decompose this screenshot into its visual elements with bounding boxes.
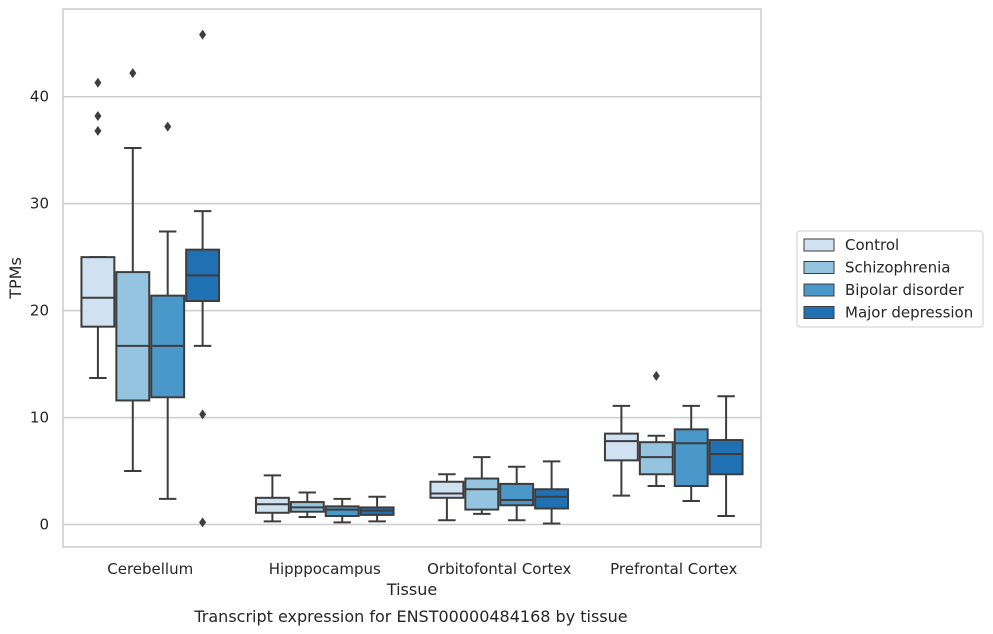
outlier-marker: [199, 29, 207, 40]
plot-frame: [62, 8, 762, 548]
x-tick-label: Hipppocampus: [269, 560, 381, 578]
box-bipolar-disorder: [673, 404, 709, 503]
iqr-box: [673, 428, 709, 488]
legend-swatch: [803, 238, 835, 252]
iqr-box: [80, 256, 116, 328]
box-major-depression: [534, 460, 570, 525]
box-major-depression: [359, 495, 395, 523]
y-axis-label: TPMs: [6, 257, 25, 300]
iqr-box: [603, 432, 639, 462]
y-tick-label: 30: [30, 195, 49, 213]
outlier-marker: [652, 370, 660, 381]
y-tick-label: 40: [30, 88, 49, 106]
outlier-marker: [129, 68, 137, 79]
legend-label: Schizophrenia: [845, 259, 950, 277]
legend-label: Bipolar disorder: [845, 281, 965, 299]
legend-label: Control: [845, 236, 899, 254]
box-schizophrenia: [464, 456, 500, 515]
x-tick-label: Prefrontal Cortex: [610, 560, 737, 578]
legend: Control Schizophrenia Bipolar disorder Majo…: [796, 230, 984, 328]
box-bipolar-disorder: [324, 497, 360, 524]
iqr-box: [708, 439, 744, 476]
y-axis-ticks: 0 10 20 30 40: [30, 88, 49, 534]
box-schizophrenia: [115, 68, 151, 473]
outlier-marker: [199, 409, 207, 420]
legend-swatch: [803, 306, 835, 319]
y-tick-label: 10: [30, 409, 49, 427]
iqr-box: [324, 505, 360, 517]
outlier-marker: [199, 517, 207, 528]
box-bipolar-disorder: [499, 465, 535, 522]
iqr-box: [254, 496, 290, 514]
x-axis-ticks: Cerebellum Hipppocampus Orbitofontal Corte…: [107, 560, 737, 578]
outlier-marker: [94, 125, 102, 136]
legend-swatch: [803, 261, 835, 274]
box-control: [603, 404, 639, 497]
box-major-depression: [185, 29, 221, 528]
box-major-depression: [708, 395, 744, 517]
legend-label: Major depression: [845, 304, 973, 322]
iqr-box: [638, 441, 674, 476]
box-schizophrenia: [289, 491, 325, 519]
iqr-box: [499, 482, 535, 507]
x-tick-label: Cerebellum: [107, 560, 193, 578]
iqr-box: [115, 271, 151, 402]
y-tick-label: 20: [30, 302, 49, 320]
outlier-marker: [94, 110, 102, 121]
y-tick-label: 0: [39, 516, 49, 534]
x-axis-label: Tissue: [386, 580, 437, 599]
box-control: [254, 474, 290, 523]
outlier-marker: [164, 121, 172, 132]
chart-caption: Transcript expression for ENST0000048416…: [193, 607, 627, 626]
iqr-box: [464, 477, 500, 511]
box-bipolar-disorder: [150, 121, 186, 500]
box-control: [429, 473, 465, 522]
iqr-box: [429, 480, 465, 499]
legend-frame: [796, 230, 984, 328]
iqr-box: [534, 488, 570, 510]
box-control: [80, 77, 116, 380]
box-schizophrenia: [638, 370, 674, 488]
legend-swatch: [803, 283, 835, 297]
box-groups: [80, 29, 744, 528]
x-tick-label: Orbitofontal Cortex: [427, 560, 571, 578]
outlier-marker: [94, 77, 102, 88]
